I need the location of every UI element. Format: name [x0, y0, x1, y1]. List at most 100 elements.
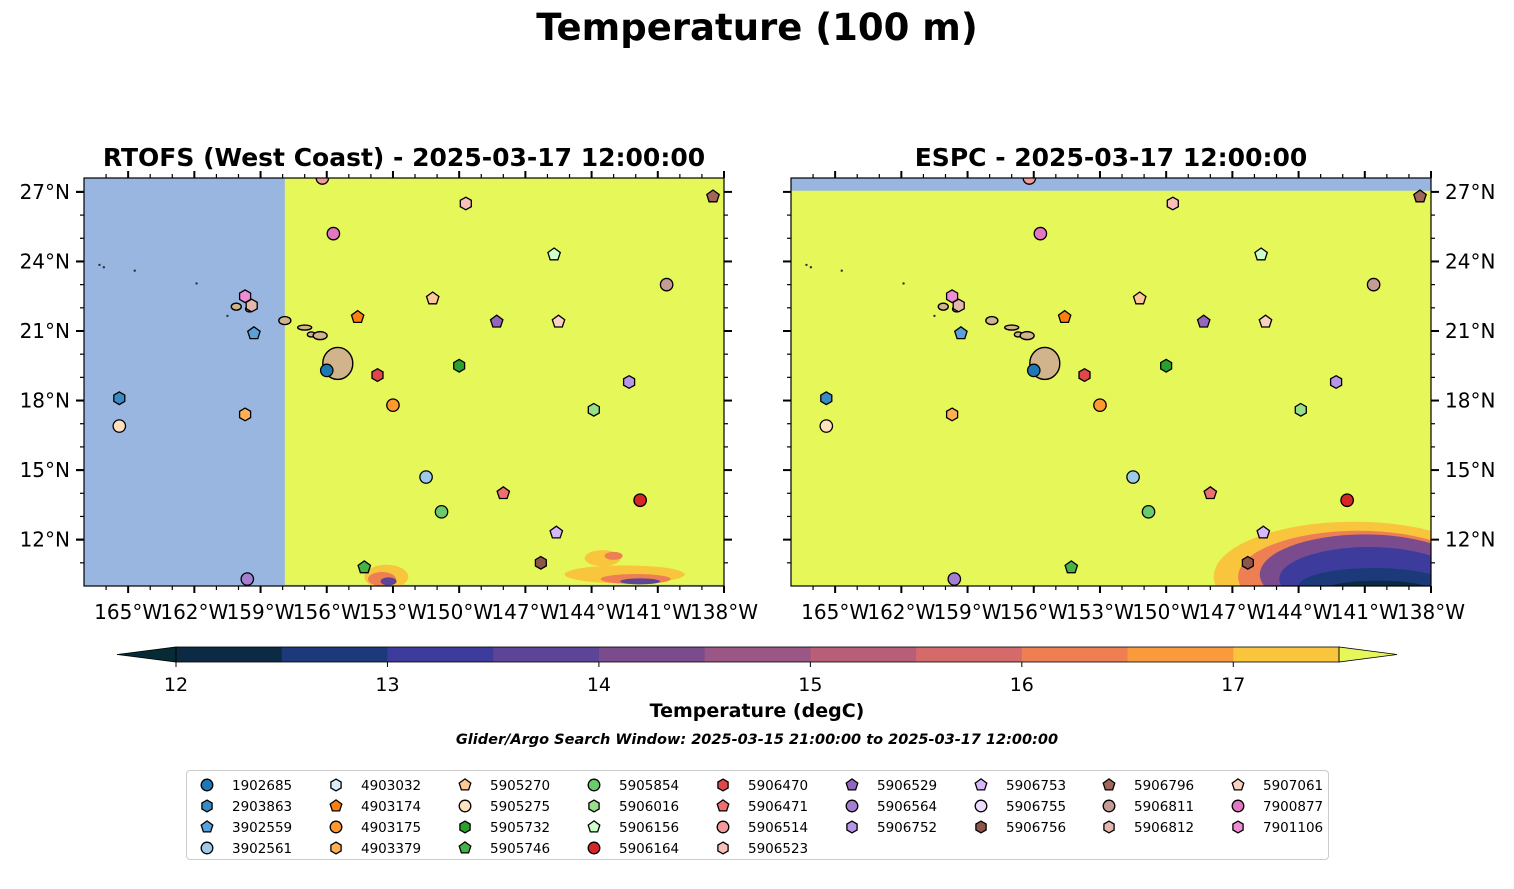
lat-tick-label: 24°N — [20, 249, 70, 273]
lat-tick-label: 15°N — [1445, 458, 1495, 482]
colorbar-bin — [810, 647, 917, 662]
legend-label-5906529: 5906529 — [877, 778, 937, 794]
legend-marker-1902685 — [200, 778, 214, 792]
legend-marker-5906523 — [717, 841, 729, 855]
float-marker-5905854 — [1141, 504, 1156, 519]
legend-marker-5905275 — [458, 799, 472, 813]
float-marker-5906811 — [1366, 277, 1381, 292]
hawaii-island — [1003, 324, 1020, 331]
float-marker-5906523 — [1166, 196, 1179, 211]
legend-marker-4903174 — [329, 799, 343, 812]
float-legend: 1902685 2903863 3902559 3902561 4903032 49031… — [186, 770, 1329, 860]
lon-tick-label: 138°W — [690, 600, 758, 624]
cool-water-patch — [620, 578, 661, 585]
lat-tick-label: 27°N — [20, 180, 70, 204]
hawaii-island — [312, 330, 328, 341]
legend-label-5906156: 5906156 — [619, 820, 679, 836]
colorbar-tick-label: 16 — [1010, 674, 1034, 696]
colorbar-bin — [598, 647, 706, 662]
lat-tick-label: 24°N — [1445, 249, 1495, 273]
legend-marker-5906752 — [846, 820, 858, 834]
float-marker-5906753 — [549, 525, 564, 539]
legend-marker-4903379 — [330, 841, 342, 855]
legend-marker-3902561 — [200, 841, 214, 855]
lon-tick-label: 138°W — [1397, 600, 1465, 624]
nw-island — [809, 266, 813, 269]
float-marker-5906752 — [622, 374, 636, 390]
float-marker-3902561 — [1126, 470, 1140, 484]
nw-island — [805, 263, 808, 267]
legend-label-4903032: 4903032 — [361, 778, 421, 794]
float-marker-5906529 — [1196, 314, 1211, 328]
colorbar-bin — [387, 647, 494, 662]
legend-marker-2903863 — [201, 799, 213, 813]
float-marker-1902685 — [1026, 363, 1041, 378]
float-marker-5905854 — [434, 504, 449, 519]
legend-marker-5906811 — [1102, 799, 1116, 813]
legend-marker-5906753 — [974, 778, 988, 791]
cool-water-patch — [380, 577, 397, 586]
legend-label-5905746: 5905746 — [490, 841, 550, 857]
espc-frame — [790, 177, 1432, 587]
float-marker-1902685 — [319, 363, 334, 378]
legend-label-2903863: 2903863 — [232, 799, 292, 815]
legend-label-5905732: 5905732 — [490, 820, 550, 836]
float-marker-5906471 — [496, 485, 511, 500]
espc-ocean-field — [791, 178, 1431, 586]
colorbar-tick-label: 13 — [375, 674, 399, 696]
colorbar-over-arrow — [1338, 646, 1398, 663]
hawaii-island — [985, 315, 999, 326]
legend-marker-4903032 — [330, 778, 342, 792]
colorbar-bin — [704, 647, 811, 662]
legend-label-5906755: 5906755 — [1006, 799, 1066, 815]
legend-marker-5906471 — [716, 799, 730, 812]
legend-label-4903175: 4903175 — [361, 820, 421, 836]
float-marker-5906753 — [1256, 525, 1271, 539]
float-marker-5906756 — [534, 555, 547, 570]
float-marker-5907061 — [551, 314, 566, 328]
legend-label-5905270: 5905270 — [490, 778, 550, 794]
hawaii-island — [278, 315, 292, 326]
lon-tick-label: 156°W — [293, 600, 361, 624]
float-marker-5906470 — [371, 367, 384, 383]
espc-no-data-strip — [791, 178, 1431, 191]
legend-label-7900877: 7900877 — [1263, 799, 1323, 815]
nw-island — [102, 266, 106, 269]
float-marker-4903175 — [386, 398, 400, 413]
nw-island — [226, 314, 229, 318]
legend-label-5906753: 5906753 — [1006, 778, 1066, 794]
legend-marker-5906514 — [716, 820, 730, 834]
lon-tick-label: 144°W — [1265, 600, 1333, 624]
legend-marker-5906756 — [975, 820, 987, 834]
float-marker-4903379 — [238, 407, 252, 422]
colorbar-tick-label: 12 — [164, 674, 188, 696]
legend-marker-5906529 — [845, 778, 859, 791]
legend-marker-5905270 — [458, 778, 472, 791]
float-marker-2903863 — [820, 391, 833, 406]
nw-island — [133, 269, 136, 272]
lon-tick-label: 153°W — [359, 600, 427, 624]
legend-label-5906564: 5906564 — [877, 799, 937, 815]
float-marker-5905270 — [1132, 291, 1147, 305]
float-marker-5906016 — [1294, 402, 1307, 417]
cool-water-patch — [604, 551, 623, 560]
rtofs-frame — [83, 177, 725, 587]
legend-label-5906796: 5906796 — [1134, 778, 1194, 794]
float-marker-7901106 — [945, 289, 959, 304]
legend-marker-5905854 — [587, 778, 601, 792]
legend-marker-5907061 — [1231, 778, 1245, 791]
colorbar-tick-label: 15 — [798, 674, 822, 696]
float-marker-5905275 — [819, 419, 834, 433]
float-marker-3902561 — [419, 470, 433, 484]
legend-label-5906164: 5906164 — [619, 841, 679, 857]
legend-label-5906523: 5906523 — [748, 841, 808, 857]
float-marker-5906164 — [1340, 493, 1354, 508]
legend-marker-5906164 — [587, 841, 601, 855]
legend-label-5905275: 5905275 — [490, 799, 550, 815]
lon-tick-label: 141°W — [1331, 600, 1399, 624]
legend-marker-3902559 — [200, 820, 214, 833]
legend-marker-5905732 — [459, 820, 471, 834]
lon-tick-label: 153°W — [1066, 600, 1134, 624]
float-marker-5906752 — [1329, 374, 1343, 390]
